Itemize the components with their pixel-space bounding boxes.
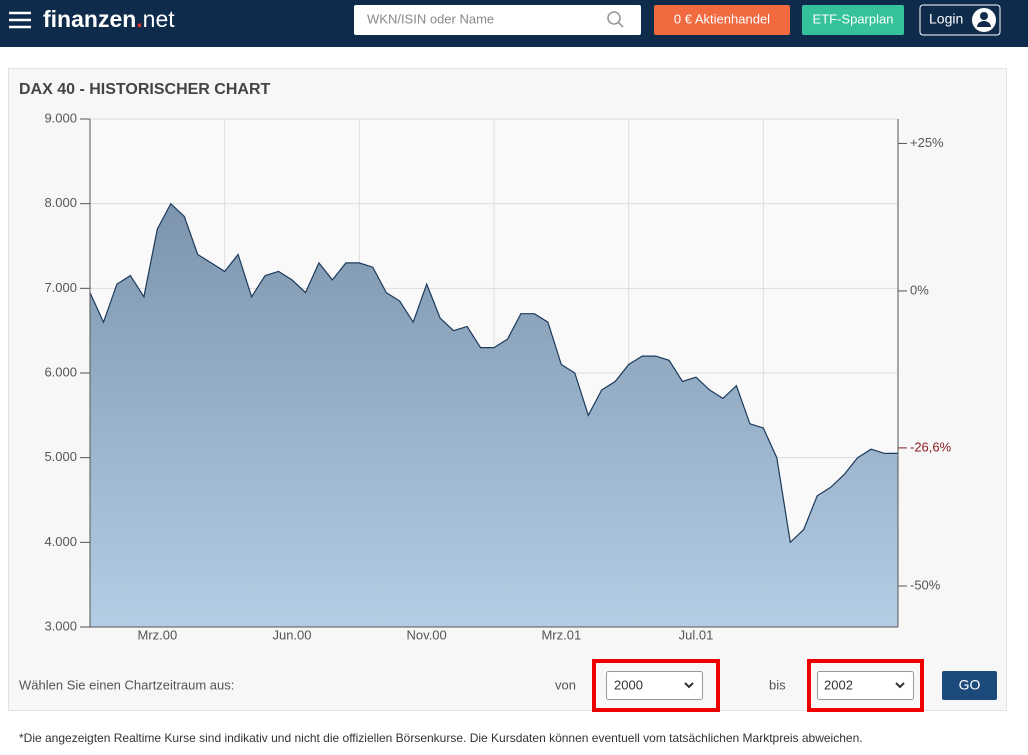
- to-select[interactable]: [817, 671, 914, 700]
- range-prompt: Wählen Sie einen Chartzeitraum aus:: [19, 677, 234, 692]
- logo[interactable]: finanzen.net: [43, 6, 175, 32]
- x-tick-label: Mrz.01: [541, 627, 581, 642]
- logo-dot[interactable]: .: [136, 6, 142, 32]
- user-icon-body: [977, 21, 991, 27]
- go-button-label: GO: [959, 677, 981, 693]
- y2-tick-label: -50%: [910, 577, 941, 592]
- y-tick-label: 8.000: [44, 195, 77, 210]
- area: [90, 203, 898, 627]
- chart: 3.000 4.000 5.000 6.000 7.000 8.000 9.000 Mrz.0…: [44, 110, 951, 642]
- go-button[interactable]: [942, 671, 997, 700]
- from-label: von: [555, 677, 576, 692]
- chevron: [895, 682, 905, 689]
- x-tick-label: Nov.00: [407, 627, 447, 642]
- user-icon-head: [980, 12, 988, 20]
- login-button[interactable]: [919, 4, 1001, 36]
- etf-button-label: ETF-Sparplan: [813, 11, 894, 26]
- to-select-value: 2002: [824, 677, 853, 692]
- footnote: *Die angezeigten Realtime Kurse sind ind…: [19, 731, 863, 745]
- logo-tld[interactable]: net: [143, 6, 176, 32]
- line: [89, 202, 898, 544]
- y-tick-label: 5.000: [44, 449, 77, 464]
- search-icon[interactable]: [607, 11, 624, 28]
- y2-tick-label: 0%: [910, 282, 929, 297]
- y-tick-label: 6.000: [44, 364, 77, 379]
- to-label: bis: [769, 677, 786, 692]
- etf-button[interactable]: [802, 5, 904, 35]
- from-select-value: 2000: [614, 677, 643, 692]
- y2-tick-label: +25%: [910, 135, 944, 150]
- y-tick-label: 3.000: [44, 618, 77, 633]
- login-label: Login: [929, 11, 963, 27]
- y-tick-label: 7.000: [44, 280, 77, 295]
- x-tick-label: Jul.01: [679, 627, 714, 642]
- chart-title: DAX 40 - HISTORISCHER CHART: [19, 81, 271, 98]
- trade-button[interactable]: [654, 5, 790, 35]
- x-tick-label: Jun.00: [272, 627, 311, 642]
- from-select[interactable]: [606, 671, 703, 700]
- chevron: [684, 682, 694, 689]
- logo-main[interactable]: finanzen: [43, 6, 136, 32]
- highlight: [592, 659, 720, 712]
- trade-button-label: 0 € Aktienhandel: [674, 11, 770, 26]
- search-placeholder: WKN/ISIN oder Name: [367, 11, 494, 26]
- search-box[interactable]: [354, 5, 641, 35]
- x-tick-label: Mrz.00: [137, 627, 177, 642]
- menu-icon[interactable]: [9, 11, 31, 29]
- highlight: [807, 659, 924, 712]
- last-value-label: -26,6%: [910, 439, 952, 454]
- y-tick-label: 4.000: [44, 534, 77, 549]
- y-tick-label: 9.000: [44, 110, 77, 125]
